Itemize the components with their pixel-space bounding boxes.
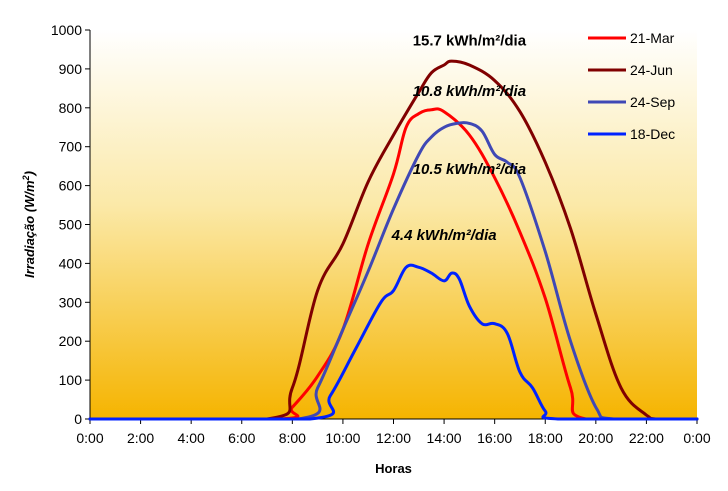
x-tick-label: 0:00 xyxy=(683,430,710,446)
energy-annotation: 10.5 kWh/m²/dia xyxy=(413,161,526,178)
y-axis-title: Irradiação (W/m2) xyxy=(21,171,37,278)
plot-background xyxy=(90,30,697,419)
x-tick-label: 14:00 xyxy=(427,430,462,446)
y-tick-label: 500 xyxy=(59,217,83,233)
legend-label-18-dec: 18-Dec xyxy=(630,126,675,142)
y-tick-label: 800 xyxy=(59,100,83,116)
y-tick-label: 600 xyxy=(59,178,83,194)
y-tick-label: 900 xyxy=(59,61,83,77)
series-line-24-jun xyxy=(88,59,699,421)
energy-annotation: 10.8 kWh/m²/dia xyxy=(413,83,526,100)
y-tick-label: 400 xyxy=(59,255,83,271)
x-tick-label: 12:00 xyxy=(376,430,411,446)
energy-annotation: 4.4 kWh/m²/dia xyxy=(391,227,497,244)
y-tick-label: 300 xyxy=(59,294,83,310)
x-tick-label: 0:00 xyxy=(76,430,103,446)
series-layer xyxy=(88,59,699,421)
series-line-18-dec xyxy=(88,263,699,421)
energy-annotation: 15.7 kWh/m²/dia xyxy=(413,33,527,50)
series-line-24-sep xyxy=(88,121,699,421)
legend: 21-Mar 24-Jun 24-Sep 18-Dec xyxy=(588,30,675,142)
x-tick-label: 16:00 xyxy=(477,430,512,446)
x-tick-label: 4:00 xyxy=(178,430,205,446)
y-tick-label: 700 xyxy=(59,139,83,155)
legend-label-24-jun: 24-Jun xyxy=(630,62,673,78)
y-tick-label: 200 xyxy=(59,333,83,349)
x-tick-label: 6:00 xyxy=(228,430,255,446)
y-tick-label: 100 xyxy=(59,372,83,388)
x-tick-label: 8:00 xyxy=(279,430,306,446)
y-tick-label: 1000 xyxy=(51,22,82,38)
x-axis-title: Horas xyxy=(375,461,412,476)
y-axis-ticks: 0 100 200 300 400 500 600 700 800 900 1000 xyxy=(51,22,90,427)
legend-label-24-sep: 24-Sep xyxy=(630,94,675,110)
x-tick-label: 18:00 xyxy=(528,430,563,446)
series-line-21-mar xyxy=(88,107,699,421)
x-tick-label: 10:00 xyxy=(325,430,360,446)
y-tick-label: 0 xyxy=(74,411,82,427)
x-tick-label: 20:00 xyxy=(578,430,613,446)
annotation-layer: 15.7 kWh/m²/dia 10.8 kWh/m²/dia 10.5 kWh/m… xyxy=(391,33,527,244)
legend-label-21-mar: 21-Mar xyxy=(630,30,675,46)
x-tick-label: 22:00 xyxy=(629,430,664,446)
x-tick-label: 2:00 xyxy=(127,430,154,446)
x-axis-ticks: 0:00 2:00 4:00 6:00 8:00 10:00 12:00 14:00 16:00… xyxy=(76,419,711,446)
